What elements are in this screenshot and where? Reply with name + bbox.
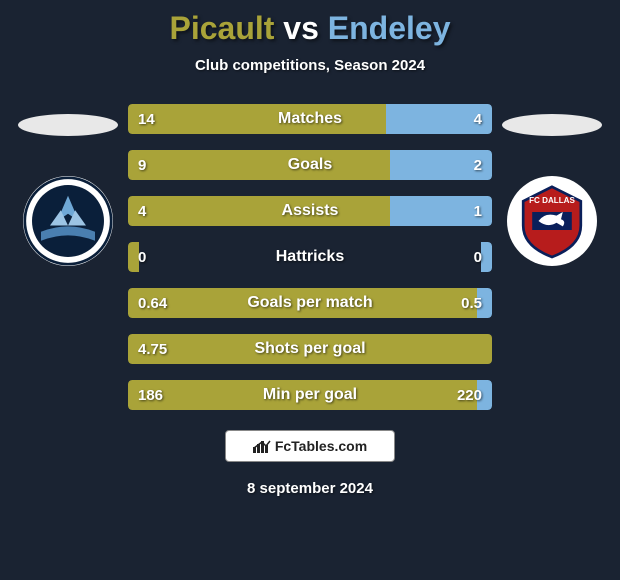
date-label: 8 september 2024: [0, 480, 620, 497]
stat-bar-left: [128, 150, 390, 180]
stat-row: 0.640.5Goals per match: [128, 288, 492, 318]
stat-bar-left: [128, 334, 492, 364]
svg-text:FC DALLAS: FC DALLAS: [529, 196, 575, 205]
fcdallas-crest-icon: FC DALLAS: [507, 176, 597, 266]
stat-value-left: 4.75: [128, 334, 177, 364]
stat-bar-left: [128, 288, 477, 318]
stat-bars: 144Matches92Goals41Assists00Hattricks0.6…: [128, 104, 492, 410]
footer-branding: FcTables.com: [225, 430, 395, 462]
stat-bar-left: [128, 380, 477, 410]
title-vs: vs: [283, 10, 319, 46]
title-left: Picault: [169, 10, 274, 46]
subtitle: Club competitions, Season 2024: [0, 57, 620, 74]
stat-value-left: 0: [128, 242, 156, 272]
stat-value-left: 4: [128, 196, 156, 226]
right-side: FC DALLAS: [492, 104, 612, 410]
stat-value-right: 220: [447, 380, 492, 410]
stat-row: 4.75Shots per goal: [128, 334, 492, 364]
stat-value-right: 4: [464, 104, 492, 134]
comparison-title: Picault vs Endeley: [0, 0, 620, 47]
stat-bar-left: [128, 196, 390, 226]
stat-label: Hattricks: [128, 242, 492, 272]
whitecaps-crest-icon: [23, 176, 113, 266]
stat-value-right: 1: [464, 196, 492, 226]
stat-row: 92Goals: [128, 150, 492, 180]
footer-site: FcTables.com: [275, 438, 367, 454]
left-player-placeholder: [18, 114, 118, 136]
stat-bar-left: [128, 104, 386, 134]
stat-value-right: 2: [464, 150, 492, 180]
left-team-crest: [23, 176, 113, 266]
right-player-placeholder: [502, 114, 602, 136]
stat-value-left: 9: [128, 150, 156, 180]
left-side: [8, 104, 128, 410]
title-right: Endeley: [328, 10, 451, 46]
right-team-crest: FC DALLAS: [507, 176, 597, 266]
stat-row: 186220Min per goal: [128, 380, 492, 410]
stat-value-right: 0.5: [451, 288, 492, 318]
stat-value-right: [472, 334, 492, 364]
stat-value-left: 14: [128, 104, 165, 134]
chart-icon: [253, 439, 271, 453]
stat-row: 144Matches: [128, 104, 492, 134]
comparison-content: 144Matches92Goals41Assists00Hattricks0.6…: [0, 104, 620, 410]
stat-value-left: 186: [128, 380, 173, 410]
stat-row: 0 0Hattricks: [128, 242, 492, 272]
stat-value-left: 0.64: [128, 288, 177, 318]
stat-row: 41Assists: [128, 196, 492, 226]
stat-value-right: 0: [464, 242, 492, 272]
